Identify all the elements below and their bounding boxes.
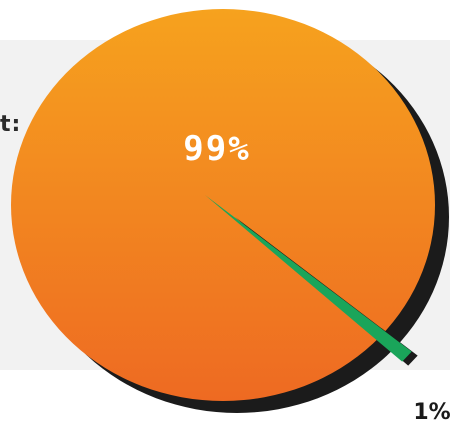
pie-slice-major: [11, 9, 435, 401]
pie-slice-minor: [205, 195, 412, 362]
data-label-minor: 1%: [413, 400, 450, 425]
data-label-major: 99%: [183, 129, 250, 169]
panel-text: t:: [0, 112, 22, 137]
